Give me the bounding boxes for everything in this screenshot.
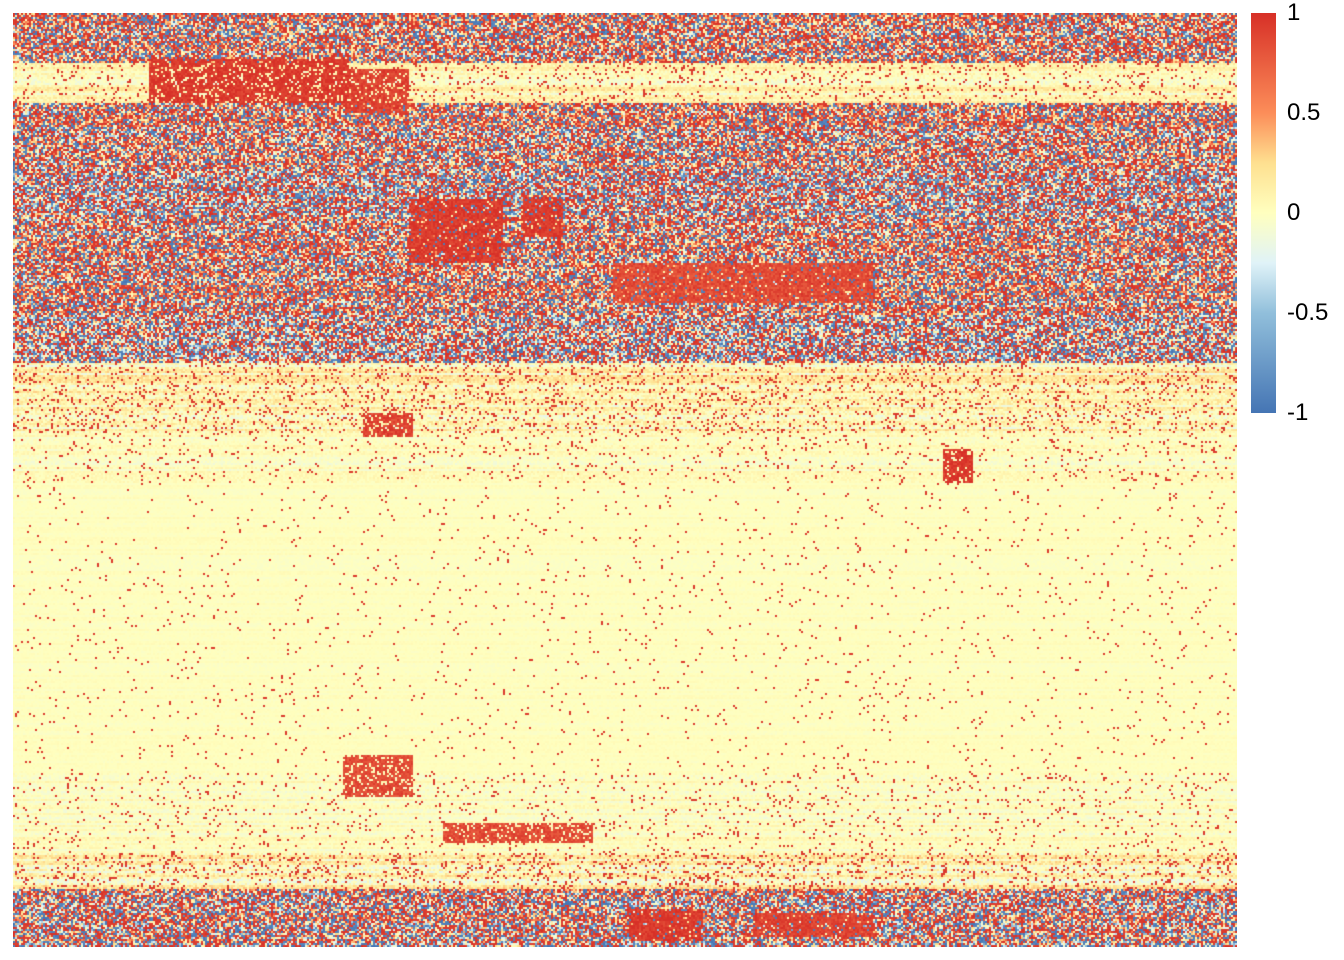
color-legend: 1 0.5 0 -0.5 -1 — [1251, 1, 1344, 425]
legend-tick-label: 0.5 — [1287, 99, 1321, 126]
legend-tick-label: -0.5 — [1287, 299, 1329, 326]
color-legend-bar — [1251, 13, 1276, 413]
legend-tick-label: -1 — [1287, 399, 1309, 426]
legend-gradient — [1251, 13, 1276, 413]
heatmap — [13, 13, 1237, 947]
heatmap-cells — [13, 13, 1237, 947]
legend-tick-label: 1 — [1287, 0, 1301, 26]
legend-tick-label: 0 — [1287, 199, 1301, 226]
